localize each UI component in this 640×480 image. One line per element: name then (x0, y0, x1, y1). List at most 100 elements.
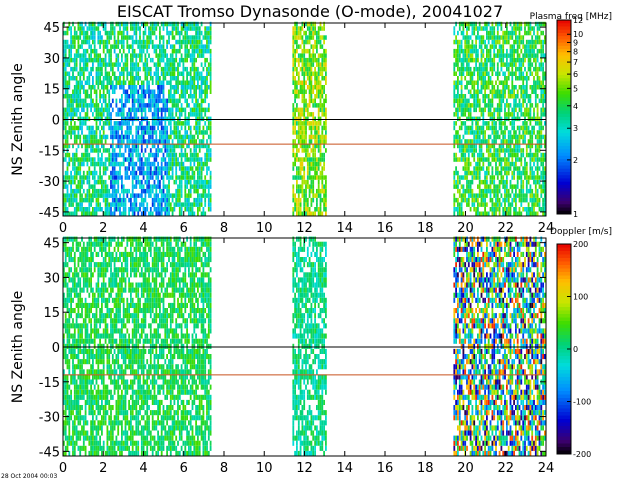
heatmap-cell (148, 80, 150, 85)
heatmap-cell (507, 89, 510, 94)
heatmap-cell (482, 152, 485, 158)
heatmap-cell (79, 35, 82, 40)
heatmap-cell (312, 85, 315, 90)
heatmap-cell (204, 85, 207, 90)
heatmap-cell (124, 175, 127, 180)
heatmap-cell (104, 211, 107, 216)
heatmap-cell (168, 30, 170, 36)
heatmap-cell (82, 197, 85, 203)
heatmap-cell (180, 30, 183, 36)
heatmap-cell (95, 125, 98, 131)
heatmap-cell (70, 35, 72, 40)
heatmap-cell (460, 202, 463, 207)
heatmap-cell (189, 26, 192, 31)
heatmap-cell (142, 134, 145, 140)
heatmap-cell (297, 57, 300, 63)
heatmap-cell (66, 405, 69, 411)
heatmap-cell (506, 188, 508, 194)
heatmap-cell (70, 211, 72, 216)
heatmap-cell (121, 35, 123, 40)
heatmap-cell (104, 66, 107, 72)
heatmap-cell (135, 143, 138, 149)
heatmap-cell (131, 202, 134, 207)
heatmap-cell (86, 125, 89, 131)
heatmap-cell (301, 175, 304, 180)
heatmap-cell (455, 112, 457, 117)
heatmap-cell (82, 188, 85, 194)
heatmap-cell (111, 175, 114, 180)
heatmap-cell (119, 107, 121, 113)
heatmap-cell (84, 103, 87, 108)
heatmap-cell (133, 98, 136, 104)
heatmap-cell (157, 112, 159, 117)
heatmap-cell (93, 184, 96, 189)
heatmap-cell (146, 125, 149, 131)
heatmap-cell (101, 21, 103, 27)
heatmap-cell (529, 143, 532, 149)
heatmap-cell (306, 202, 309, 207)
heatmap-cell (144, 76, 147, 81)
heatmap-cell (157, 94, 159, 99)
heatmap-cell (195, 202, 197, 207)
heatmap-cell (175, 179, 178, 185)
heatmap-cell (464, 48, 467, 54)
heatmap-cell (525, 94, 528, 99)
heatmap-cell (294, 94, 296, 99)
heatmap-cell (151, 103, 154, 108)
heatmap-cell (534, 134, 537, 140)
heatmap-cell (319, 89, 322, 94)
heatmap-cell (64, 297, 67, 303)
heatmap-cell (148, 175, 150, 180)
heatmap-cell (312, 103, 315, 108)
heatmap-cell (520, 152, 523, 158)
heatmap-cell (323, 193, 325, 198)
heatmap-cell (524, 66, 526, 72)
heatmap-cell (189, 179, 192, 185)
heatmap-cell (466, 26, 468, 31)
heatmap-cell (63, 134, 65, 140)
heatmap-cell (191, 94, 194, 99)
heatmap-cell (500, 125, 503, 131)
heatmap-cell (518, 85, 521, 90)
heatmap-cell (68, 62, 71, 67)
heatmap-cell (299, 188, 302, 194)
heatmap-cell (473, 166, 476, 171)
colorbar-tick-label: 2 (573, 156, 578, 165)
heatmap-cell (534, 143, 537, 149)
heatmap-cell (124, 103, 127, 108)
heatmap-cell (104, 170, 107, 176)
heatmap-cell (538, 21, 541, 27)
heatmap-cell (457, 48, 459, 54)
heatmap-cell (90, 57, 92, 63)
heatmap-cell (137, 148, 140, 153)
heatmap-cell (146, 207, 149, 212)
heatmap-cell (509, 35, 512, 40)
heatmap-cell (538, 197, 541, 203)
heatmap-cell (312, 112, 315, 117)
heatmap-cell (184, 130, 187, 135)
heatmap-cell (164, 134, 167, 140)
heatmap-cell (139, 184, 141, 189)
heatmap-cell (93, 166, 96, 171)
heatmap-cell (317, 207, 320, 212)
heatmap-cell (534, 152, 537, 158)
heatmap-cell (198, 112, 201, 117)
heatmap-cell (529, 197, 532, 203)
heatmap-cell (524, 197, 526, 203)
heatmap-cell (186, 76, 188, 81)
heatmap-cell (200, 193, 203, 198)
heatmap-cell (63, 121, 65, 126)
heatmap-cell (63, 272, 65, 278)
heatmap-cell (496, 152, 499, 158)
heatmap-cell (73, 161, 76, 167)
heatmap-cell (469, 80, 472, 85)
heatmap-cell (504, 39, 506, 45)
heatmap-cell (97, 107, 100, 113)
heatmap-cell (482, 66, 485, 72)
heatmap-cell (471, 21, 474, 27)
heatmap-cell (518, 66, 521, 72)
heatmap-cell (536, 170, 539, 176)
heatmap-cell (507, 66, 510, 72)
heatmap-cell (477, 152, 479, 158)
heatmap-cell (66, 166, 69, 171)
